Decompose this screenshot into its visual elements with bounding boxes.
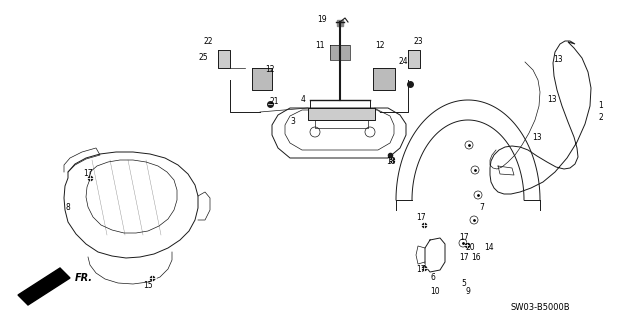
- Text: 9: 9: [465, 287, 470, 296]
- Text: 18: 18: [387, 158, 396, 167]
- Text: 22: 22: [204, 38, 212, 47]
- Text: 17: 17: [416, 213, 426, 222]
- Text: 17: 17: [416, 265, 426, 275]
- Text: 13: 13: [547, 95, 557, 105]
- Text: 17: 17: [83, 169, 93, 179]
- Text: 23: 23: [413, 38, 423, 47]
- Text: 11: 11: [316, 41, 324, 49]
- Text: 20: 20: [465, 243, 475, 253]
- Text: 19: 19: [317, 16, 327, 25]
- Text: 10: 10: [430, 287, 440, 296]
- Text: SW03-B5000B: SW03-B5000B: [510, 302, 570, 311]
- Text: 25: 25: [198, 54, 208, 63]
- Text: 17: 17: [459, 254, 469, 263]
- Text: 3: 3: [291, 117, 296, 127]
- Polygon shape: [337, 20, 343, 26]
- Text: 5: 5: [461, 278, 467, 287]
- Text: 24: 24: [398, 57, 408, 66]
- Polygon shape: [408, 50, 420, 68]
- Polygon shape: [18, 268, 70, 305]
- Text: 13: 13: [532, 133, 542, 143]
- Polygon shape: [330, 45, 350, 60]
- Polygon shape: [252, 68, 272, 90]
- Text: FR.: FR.: [75, 273, 93, 283]
- Polygon shape: [218, 50, 230, 68]
- Text: 13: 13: [553, 56, 563, 64]
- Text: 4: 4: [301, 95, 305, 105]
- Text: 16: 16: [471, 254, 481, 263]
- Text: 14: 14: [484, 243, 494, 253]
- Text: 21: 21: [269, 98, 279, 107]
- Text: 1: 1: [598, 100, 604, 109]
- Text: 12: 12: [375, 41, 385, 49]
- Text: 6: 6: [431, 273, 435, 283]
- Text: 17: 17: [459, 234, 469, 242]
- Polygon shape: [373, 68, 395, 90]
- Text: 8: 8: [66, 204, 70, 212]
- Text: 7: 7: [479, 203, 484, 211]
- Text: 15: 15: [143, 280, 153, 290]
- Text: 2: 2: [598, 114, 604, 122]
- Text: 12: 12: [265, 65, 275, 75]
- Polygon shape: [308, 108, 375, 120]
